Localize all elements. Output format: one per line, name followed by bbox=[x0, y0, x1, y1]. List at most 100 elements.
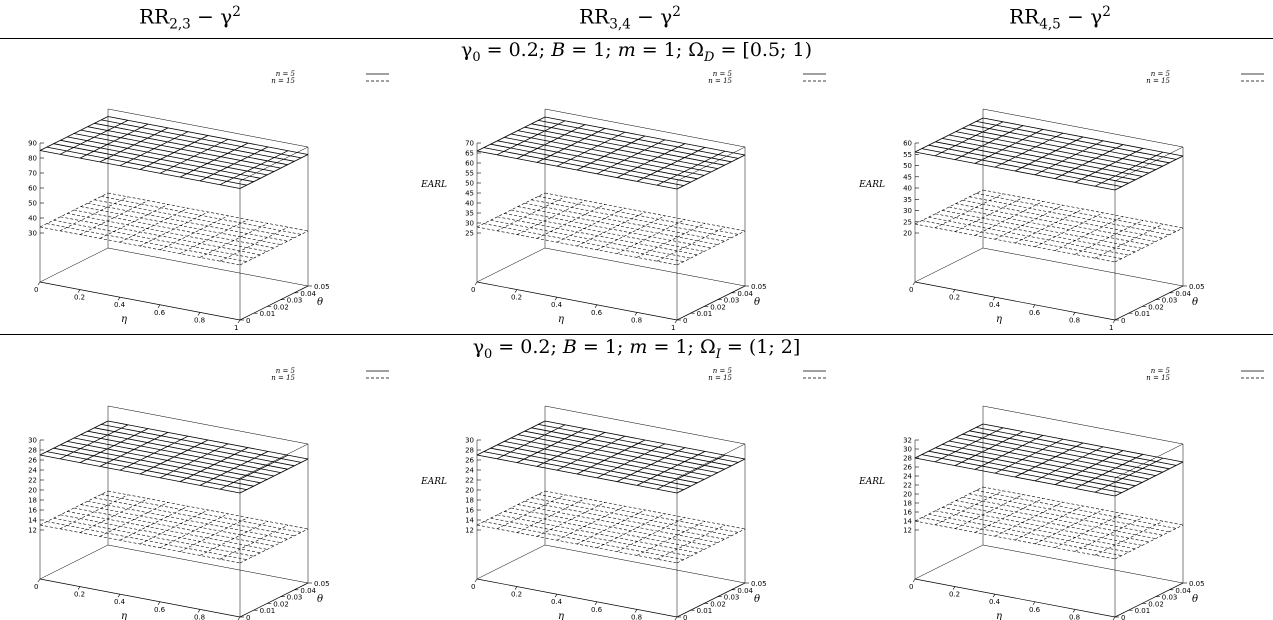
floor-edge-eta bbox=[914, 578, 1116, 618]
box-top-edge bbox=[544, 405, 746, 445]
surface-n15-gridline bbox=[179, 219, 249, 254]
eta-tick bbox=[197, 609, 201, 613]
z-tick-label: 30 bbox=[28, 437, 37, 445]
theta-tick-label: 0 bbox=[1121, 614, 1125, 620]
z-tick-label: 40 bbox=[903, 185, 912, 193]
surface-n15-gridline bbox=[94, 497, 295, 537]
surface-n5-gridline bbox=[199, 146, 269, 182]
surface-n5-gridline bbox=[159, 443, 229, 479]
surface-n15-gridline bbox=[87, 500, 288, 540]
z-tick-label: 12 bbox=[903, 527, 912, 535]
theta-tick-label: 0.04 bbox=[300, 290, 316, 298]
surface-n5-gridline bbox=[219, 150, 289, 186]
floor-edge-back-eta bbox=[982, 247, 1184, 287]
z-tick-label: 18 bbox=[903, 500, 912, 508]
z-tick-label: 60 bbox=[903, 140, 912, 148]
eta-tick bbox=[634, 609, 638, 613]
eta-tick-label: 0.2 bbox=[74, 294, 85, 302]
eta-tick bbox=[157, 601, 161, 605]
surface-n5-gridline bbox=[219, 454, 289, 490]
theta-tick-label: 0.02 bbox=[710, 303, 726, 311]
z-tick-label: 24 bbox=[465, 467, 474, 475]
theta-tick-label: 0 bbox=[1121, 317, 1125, 325]
eta-tick bbox=[952, 289, 956, 293]
surface-n15-gridline bbox=[531, 497, 732, 537]
surface-n5-gridline bbox=[1094, 151, 1164, 187]
surface-n5-gridline bbox=[73, 437, 275, 477]
z-tick-label: 32 bbox=[903, 437, 912, 445]
theta-tick-label: 0.03 bbox=[1162, 297, 1178, 305]
eta-tick-label: 0.2 bbox=[511, 294, 522, 302]
surface-n5-gridline bbox=[101, 119, 302, 159]
surface-n15-gridline bbox=[636, 223, 706, 258]
surface-n15-gridline bbox=[1054, 216, 1124, 251]
eta-tick-label: 0.8 bbox=[1069, 613, 1080, 620]
box-top-edge bbox=[107, 108, 309, 148]
floor-edge-back-eta bbox=[544, 544, 746, 584]
floor-edge-back-theta bbox=[476, 247, 546, 283]
z-tick-label: 70 bbox=[465, 140, 474, 148]
legend-label: n = 5 bbox=[1151, 367, 1171, 375]
theta-tick-label: 0.03 bbox=[1162, 594, 1178, 602]
surface-n5-gridline bbox=[531, 427, 732, 467]
surface-n5-gridline bbox=[531, 123, 732, 163]
surface-n15-gridline bbox=[1034, 509, 1104, 545]
eta-tick bbox=[514, 586, 518, 590]
surface-n5-gridline bbox=[1054, 450, 1124, 485]
surface-n15-gridline bbox=[962, 199, 1163, 239]
surface-n15-gridline bbox=[982, 486, 1184, 526]
surface-n15-gridline bbox=[1014, 208, 1084, 244]
theta-tick-label: 0.01 bbox=[1135, 607, 1151, 615]
surface-n15-gridline bbox=[179, 517, 249, 552]
condition-row-2: γ0 = 0.2; B = 1; m = 1; ΩI = (1; 2] bbox=[472, 336, 801, 362]
legend-label: n = 15 bbox=[708, 374, 732, 382]
eta-tick-label: 0 bbox=[909, 583, 913, 591]
theta-tick-label: 0.03 bbox=[287, 594, 303, 602]
eta-tick-label: 0.2 bbox=[511, 591, 522, 599]
theta-tick-label: 0.04 bbox=[1175, 587, 1191, 595]
surface-n15-gridline bbox=[954, 197, 1024, 232]
surface-n5-gridline bbox=[94, 122, 295, 162]
surface-n5-gridline bbox=[676, 458, 746, 494]
surface-n15-gridline bbox=[676, 230, 746, 266]
z-tick-label: 16 bbox=[465, 507, 474, 515]
eta-tick-label: 0 bbox=[909, 286, 913, 294]
eta-tick-label: 0 bbox=[471, 583, 475, 591]
z-tick-label: 65 bbox=[465, 150, 474, 158]
z-tick-label: 14 bbox=[465, 517, 474, 525]
surface-n15-gridline bbox=[1094, 223, 1164, 259]
theta-tick-label: 0.03 bbox=[287, 297, 303, 305]
surface-n15-gridline bbox=[524, 500, 725, 540]
surface-n15-gridline bbox=[199, 223, 269, 258]
z-tick-label: 18 bbox=[465, 497, 474, 505]
surface-n15-gridline bbox=[80, 504, 281, 543]
z-tick-label: 40 bbox=[465, 200, 474, 208]
surface-n5-gridline bbox=[1034, 446, 1104, 482]
surface-n15-gridline bbox=[596, 215, 666, 251]
surface-n15-gridline bbox=[239, 230, 309, 266]
z-tick-label: 55 bbox=[903, 151, 912, 159]
z-tick-label: 50 bbox=[465, 180, 474, 188]
eta-tick bbox=[952, 586, 956, 590]
surface-n15-gridline bbox=[219, 226, 289, 262]
surface-n5-gridline bbox=[656, 150, 726, 186]
surface-n15-gridline bbox=[969, 493, 1170, 533]
surface-n15-gridline bbox=[955, 500, 1156, 539]
surface-n5-gridline bbox=[596, 443, 666, 479]
surface-n15-gridline bbox=[59, 196, 129, 232]
surface-n15-gridline bbox=[94, 199, 295, 239]
surface-n15-gridline bbox=[954, 494, 1024, 529]
surface-n15-gridline bbox=[1014, 505, 1084, 541]
surface-n15-gridline bbox=[948, 503, 1150, 543]
eta-tick-label: 1 bbox=[671, 324, 675, 332]
surface-n15-gridline bbox=[239, 528, 309, 564]
floor-edge-eta bbox=[476, 578, 678, 618]
condition-row-1: γ0 = 0.2; B = 1; m = 1; ΩD = [0.5; 1) bbox=[461, 39, 812, 65]
box-top-edge bbox=[239, 443, 309, 479]
eta-tick-label: 0.4 bbox=[989, 301, 1001, 309]
box-top-edge bbox=[107, 405, 309, 445]
surface-n15-gridline bbox=[914, 486, 984, 522]
surface-n15-gridline bbox=[536, 502, 606, 537]
eta-tick-label: 0.6 bbox=[154, 309, 166, 317]
